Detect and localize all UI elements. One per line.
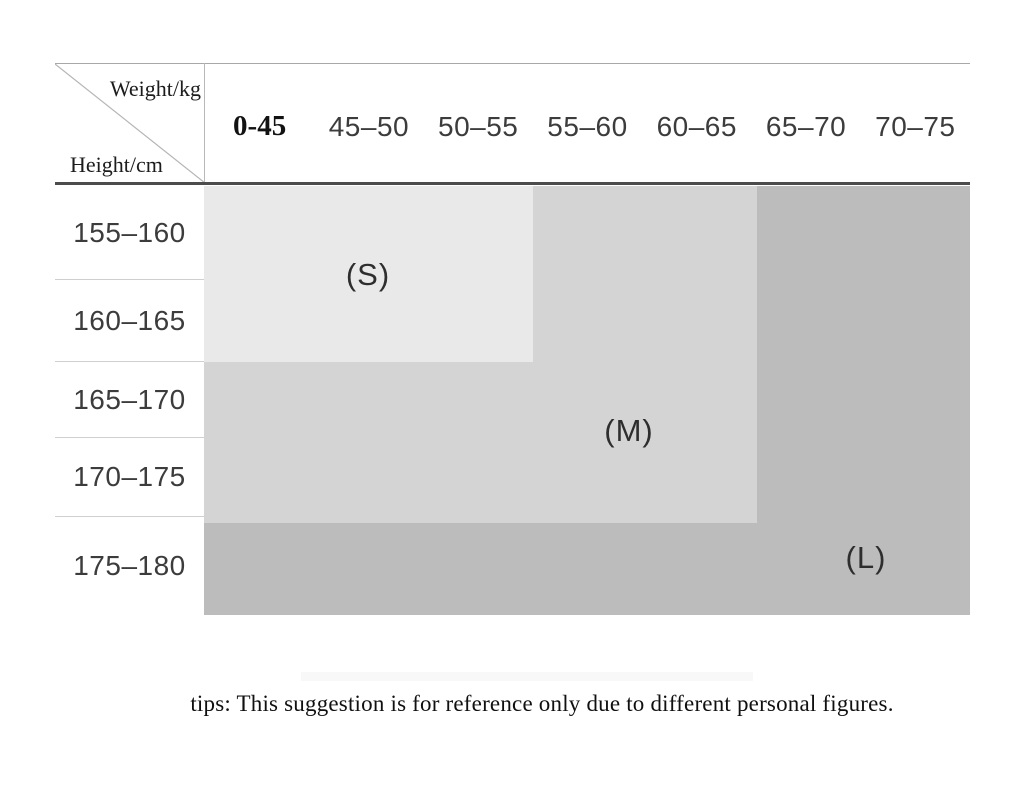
size-label-l: (L) [845, 540, 887, 575]
weight-header-65-70: 65–70 [765, 110, 847, 142]
weight-header-50-55: 50–55 [438, 110, 519, 142]
height-row-160-165: 160–165 [55, 280, 204, 362]
weight-header-55-60: 55–60 [547, 110, 628, 142]
weight-header-70-75: 70–75 [875, 110, 956, 142]
weight-axis-label: Weight/kg [109, 76, 201, 101]
height-row-165-170: 165–170 [55, 362, 204, 438]
faint-highlight-band [301, 672, 753, 681]
weight-header-45-50: 45–50 [328, 110, 410, 142]
tips-text: tips: This suggestion is for reference o… [190, 691, 894, 716]
height-label-column: 155–160 160–165 165–170 170–175 175–180 [55, 186, 204, 614]
weight-header-0-45: 0-45 [233, 110, 287, 142]
size-region-s [204, 186, 533, 362]
height-row-155-160: 155–160 [55, 186, 204, 280]
corner-diagonal-line [55, 64, 205, 183]
size-label-s: (S) [345, 257, 391, 292]
size-label-m: (M) [604, 413, 654, 448]
height-row-175-180: 175–180 [73, 549, 186, 581]
corner-vertical-divider [204, 63, 205, 183]
size-regions-area: (S) (M) (L) [204, 186, 970, 615]
header-separator-line [55, 182, 970, 185]
table-top-border [55, 63, 970, 64]
height-axis-label: Height/cm [70, 152, 163, 177]
height-row-170-175: 170–175 [55, 438, 204, 517]
weight-header-row: 0-45 45–50 50–55 55–60 60–65 65–70 70–75 [205, 70, 970, 183]
weight-header-60-65: 60–65 [656, 110, 737, 142]
